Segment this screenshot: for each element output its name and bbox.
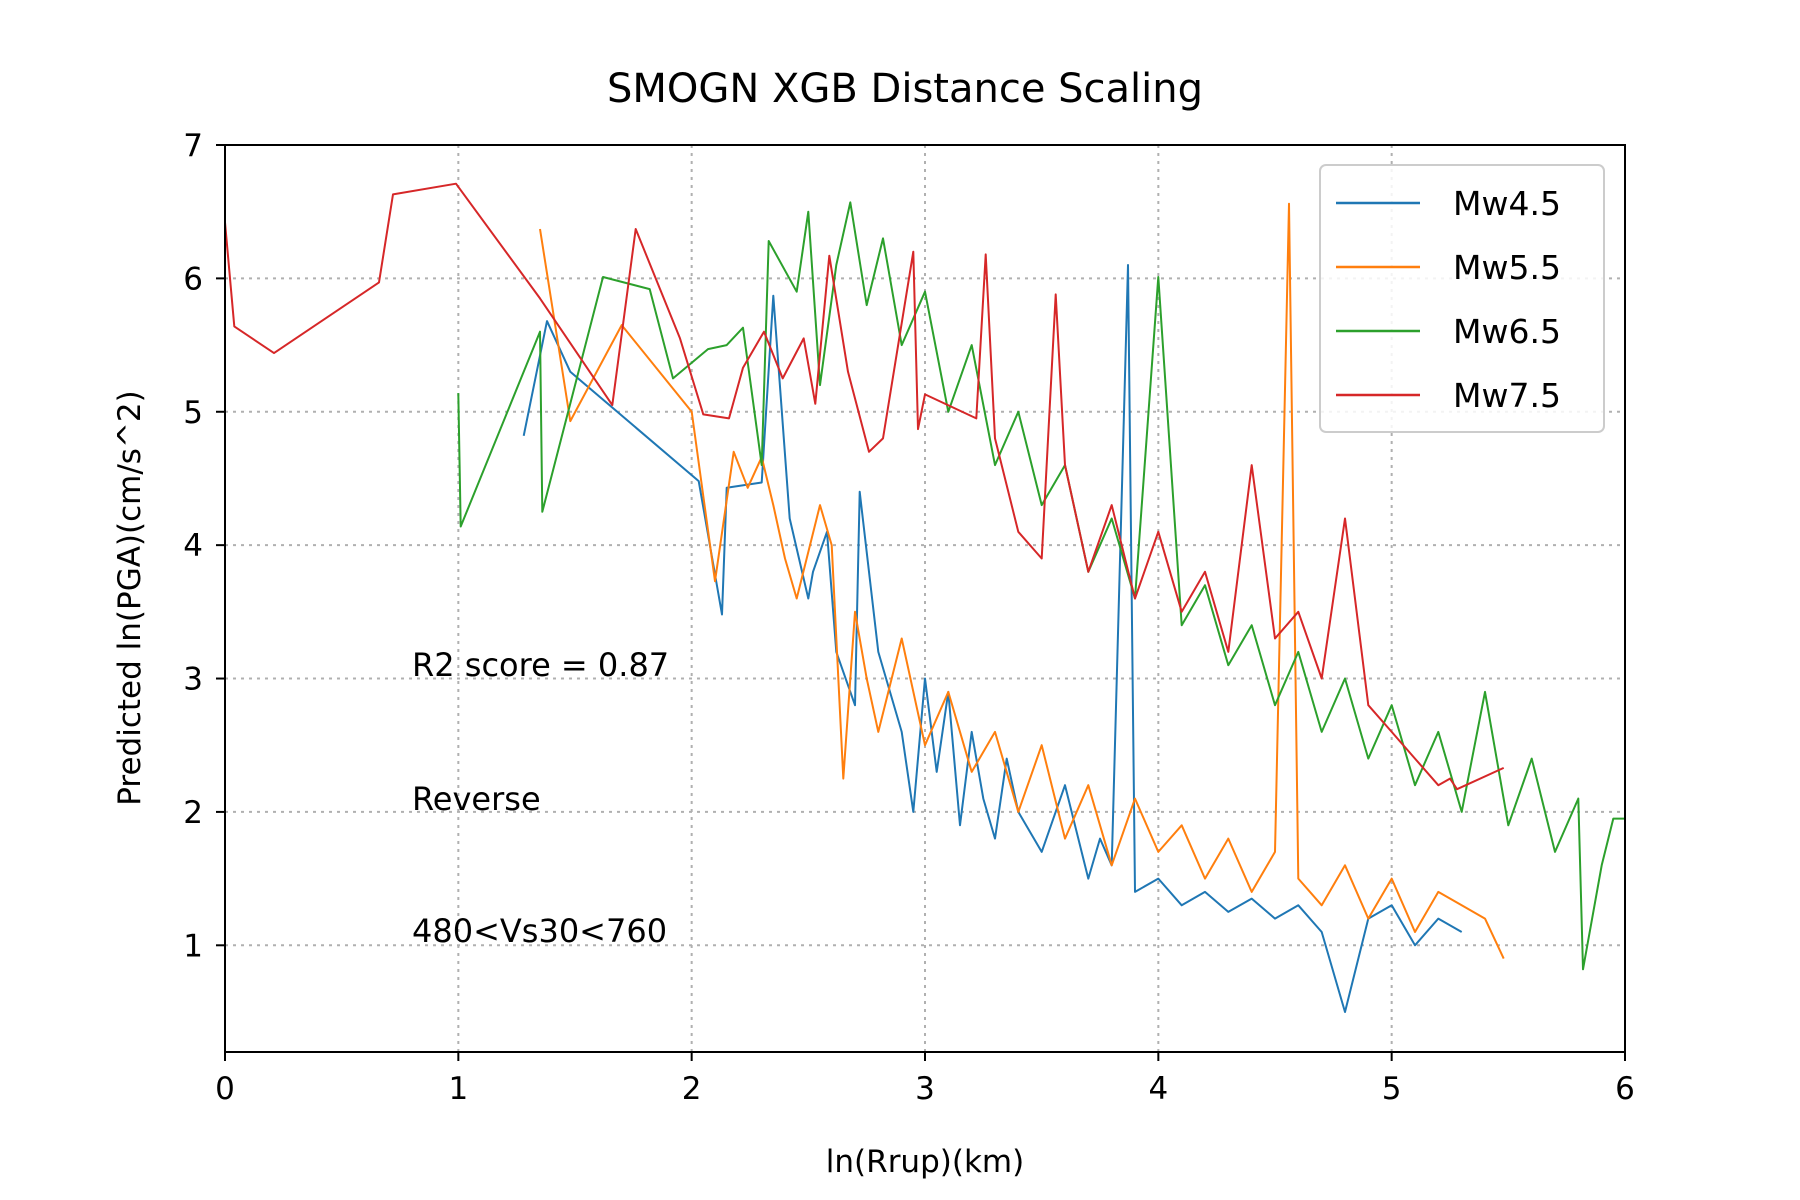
y-tick-label: 5 xyxy=(183,395,203,431)
y-tick-label: 3 xyxy=(183,662,203,698)
legend-label: Mw7.5 xyxy=(1453,376,1561,415)
chart-title: SMOGN XGB Distance Scaling xyxy=(607,66,1203,112)
legend: Mw4.5 Mw5.5 Mw6.5 Mw7.5 xyxy=(1319,164,1605,433)
x-tick-label: 3 xyxy=(915,1071,935,1107)
annotation-vs30-range: 480<Vs30<760 xyxy=(412,912,667,950)
legend-box xyxy=(1319,164,1605,433)
annotation-fault-type: Reverse xyxy=(412,780,541,818)
legend-label: Mw5.5 xyxy=(1453,248,1561,287)
y-tick-label: 4 xyxy=(183,528,203,564)
series-line-mw5-5 xyxy=(539,202,1505,960)
series-line-mw4-5 xyxy=(522,264,1463,1013)
x-tick-label: 6 xyxy=(1615,1071,1635,1107)
ticks-layer: 0 1 2 3 4 5 6 1 2 3 4 5 6 7 xyxy=(183,128,1635,1107)
x-axis-label: ln(Rrup)(km) xyxy=(826,1144,1024,1180)
legend-label: Mw4.5 xyxy=(1453,184,1561,223)
y-axis-label: Predicted ln(PGA)(cm/s^2) xyxy=(112,390,148,805)
y-tick-label: 6 xyxy=(183,261,203,297)
y-tick-label: 2 xyxy=(183,795,203,831)
y-tick-label: 1 xyxy=(183,928,203,964)
y-tick-label: 7 xyxy=(183,128,203,164)
series-layer xyxy=(224,182,1625,1013)
series-line-mw7-5 xyxy=(224,182,1505,791)
x-tick-label: 1 xyxy=(448,1071,468,1107)
x-tick-label: 2 xyxy=(682,1071,702,1107)
legend-label: Mw6.5 xyxy=(1453,312,1561,351)
x-tick-label: 4 xyxy=(1148,1071,1168,1107)
annotation-r2-score: R2 score = 0.87 xyxy=(412,646,669,684)
x-tick-label: 5 xyxy=(1382,1071,1402,1107)
x-tick-label: 0 xyxy=(215,1071,235,1107)
